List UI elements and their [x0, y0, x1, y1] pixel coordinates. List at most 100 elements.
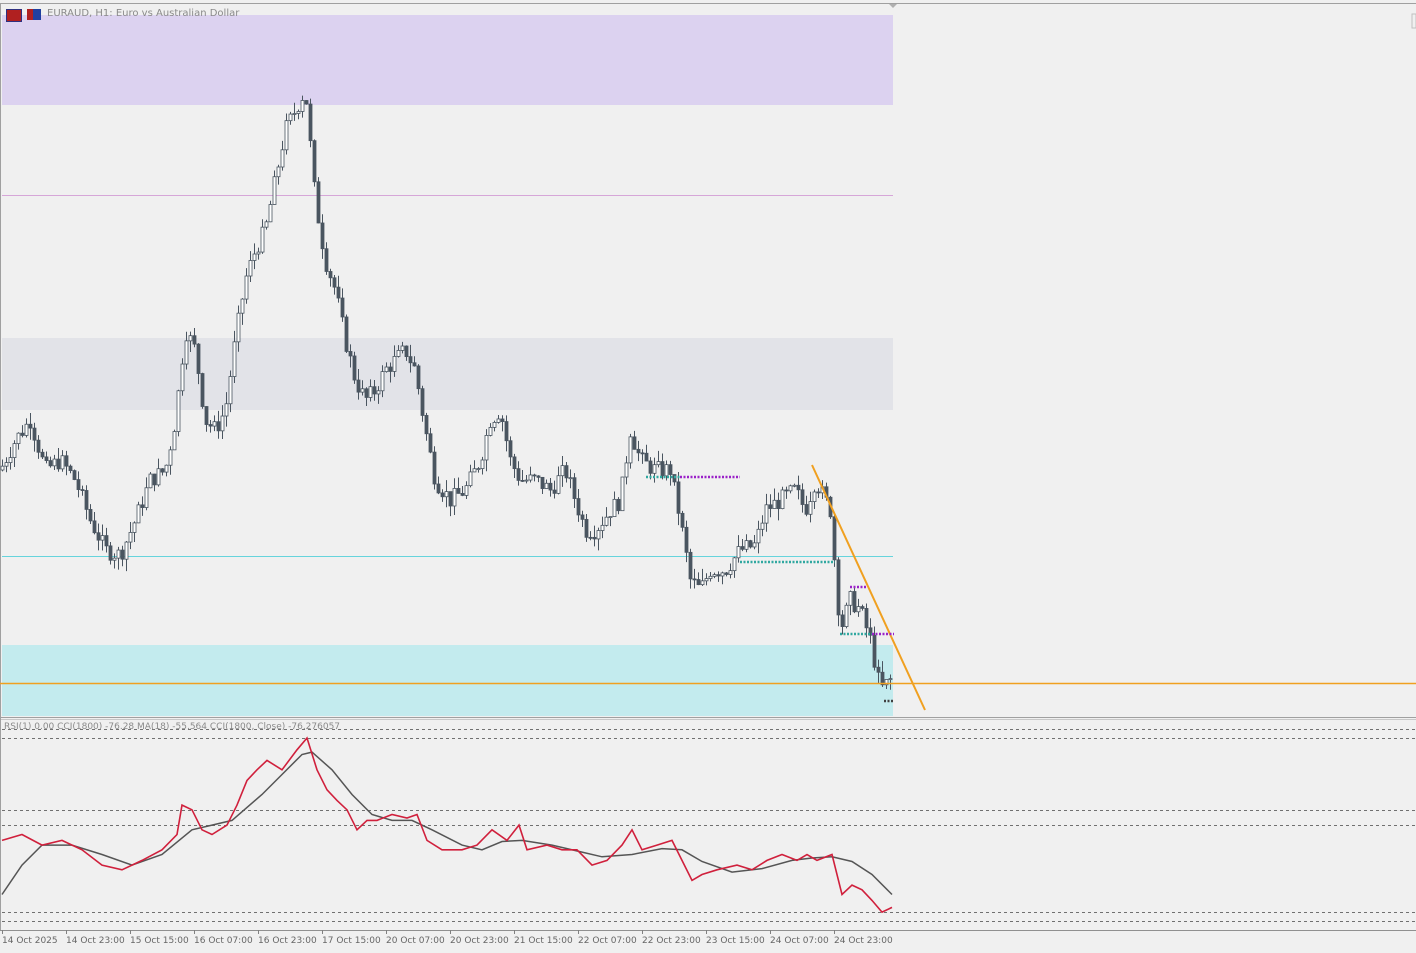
candle-body	[812, 491, 817, 502]
candle	[712, 572, 717, 579]
candle-body	[688, 551, 693, 580]
candle	[664, 460, 669, 481]
candle-body	[632, 436, 637, 450]
x-tick-label: 16 Oct 23:00	[258, 936, 317, 946]
candle	[404, 345, 409, 361]
candle-body	[492, 422, 497, 428]
candle	[592, 525, 597, 547]
candle	[524, 475, 529, 484]
candle	[244, 268, 249, 304]
candle	[576, 488, 581, 522]
candle-body	[584, 518, 589, 538]
candle	[60, 450, 65, 472]
candle-body	[572, 477, 577, 499]
candle-body	[84, 490, 89, 510]
candle	[96, 523, 101, 551]
candle-body	[760, 522, 765, 530]
candle	[716, 571, 721, 582]
candle-body	[600, 524, 605, 531]
candle-body	[640, 452, 645, 455]
candle	[764, 493, 769, 532]
candle-body	[12, 443, 17, 458]
candle-body	[8, 457, 13, 464]
candle	[100, 524, 105, 551]
x-tick-label: 14 Oct 2025	[2, 936, 58, 946]
candle	[540, 476, 545, 494]
candle-body	[124, 541, 129, 560]
candle-body	[560, 465, 565, 477]
candle-body	[564, 465, 569, 479]
candle-body	[484, 435, 489, 461]
candle	[572, 473, 577, 509]
candle-body	[100, 535, 105, 541]
candle	[228, 370, 233, 413]
candle-body	[708, 575, 713, 579]
candle	[688, 548, 693, 589]
candle-body	[76, 479, 81, 490]
candle	[444, 480, 449, 508]
candle-body	[164, 464, 169, 473]
candle	[320, 214, 325, 259]
candle	[248, 251, 253, 283]
candle-body	[208, 424, 213, 427]
candle-body	[772, 499, 777, 509]
candle	[720, 571, 725, 585]
candle-body	[384, 366, 389, 373]
candle	[736, 535, 741, 563]
candle	[508, 436, 513, 466]
candle-body	[168, 449, 173, 466]
candle-body	[276, 166, 281, 178]
candle	[188, 331, 193, 353]
candle	[388, 362, 393, 383]
candle	[16, 432, 21, 450]
candle	[876, 659, 881, 684]
x-tick-label: 14 Oct 23:00	[66, 936, 125, 946]
candle	[528, 466, 533, 483]
candle	[156, 458, 161, 487]
candle-body	[808, 501, 813, 515]
chart-list-icon[interactable]	[6, 9, 22, 22]
candle	[804, 495, 809, 517]
candle-body	[884, 679, 889, 686]
candle-body	[268, 204, 273, 223]
demand-zone	[2, 645, 893, 716]
candle	[28, 412, 33, 440]
candle	[284, 113, 289, 155]
candle	[584, 514, 589, 542]
candle-body	[888, 678, 893, 680]
candle	[276, 164, 281, 185]
candle-body	[768, 504, 773, 509]
candle-body	[704, 578, 709, 582]
candle	[340, 288, 345, 322]
candle	[164, 464, 169, 477]
candle-body	[228, 376, 233, 405]
candle	[180, 358, 185, 396]
candle	[636, 440, 641, 462]
candle-body	[312, 140, 317, 183]
candle	[796, 475, 801, 500]
candle-body	[224, 403, 229, 417]
candle-body	[372, 386, 377, 395]
candle-body	[60, 455, 65, 470]
candle-body	[548, 482, 553, 491]
candle-body	[324, 248, 329, 272]
candle	[864, 603, 869, 638]
candle-body	[604, 516, 609, 526]
candle	[868, 618, 873, 644]
candle	[756, 520, 761, 554]
candle	[348, 344, 353, 368]
candle-body	[400, 345, 405, 351]
candle	[32, 422, 37, 452]
supply-zone	[2, 15, 893, 105]
candle	[632, 430, 637, 450]
candle-body	[292, 113, 297, 115]
candle	[808, 491, 813, 523]
candle	[412, 356, 417, 367]
candle-body	[644, 452, 649, 462]
candle-body	[308, 103, 313, 142]
candle	[852, 586, 857, 614]
candle	[104, 527, 109, 553]
candle-body	[816, 491, 821, 494]
candle-body	[376, 390, 381, 395]
